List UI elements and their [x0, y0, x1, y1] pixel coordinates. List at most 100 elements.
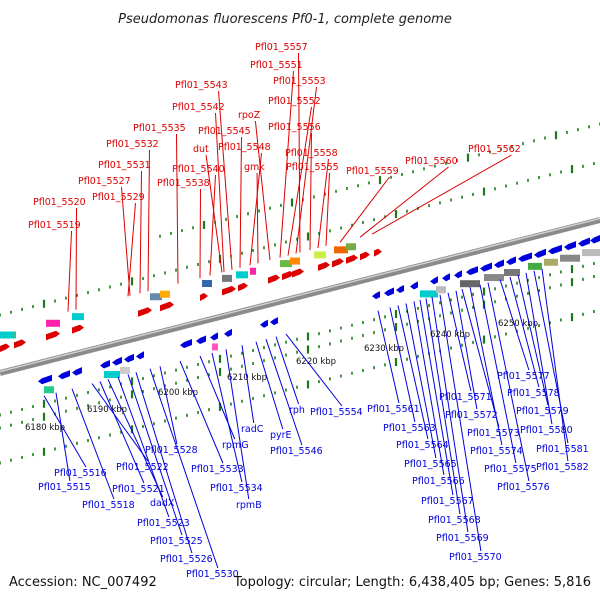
- forward-gene-arrow[interactable]: [282, 271, 294, 281]
- gene-label-forward[interactable]: dut: [193, 144, 209, 155]
- reverse-gene-arrow[interactable]: [506, 256, 516, 265]
- gene-label-reverse[interactable]: Pfl01_5582: [536, 462, 589, 473]
- gene-label-reverse[interactable]: Pfl01_5568: [428, 515, 481, 526]
- reverse-gene-arrow[interactable]: [410, 281, 418, 290]
- gene-label-forward[interactable]: Pfl01_5542: [172, 102, 225, 113]
- gene-label-reverse[interactable]: Pfl01_5571: [439, 392, 492, 403]
- gene-label-forward[interactable]: Pfl01_5538: [157, 178, 210, 189]
- forward-gene-arrow[interactable]: [268, 274, 280, 284]
- gene-label-forward[interactable]: Pfl01_5532: [106, 139, 159, 150]
- gene-label-reverse[interactable]: Pfl01_5518: [82, 500, 135, 511]
- reverse-gene-arrow[interactable]: [260, 319, 268, 328]
- gene-label-forward[interactable]: Pfl01_5531: [98, 160, 151, 171]
- cog-color-block[interactable]: [544, 258, 558, 266]
- gene-label-forward[interactable]: Pfl01_5557: [255, 42, 308, 53]
- cog-color-block[interactable]: [582, 249, 600, 257]
- reverse-gene-arrow[interactable]: [442, 273, 450, 282]
- gene-label-reverse[interactable]: Pfl01_5574: [470, 446, 523, 457]
- gene-label-reverse[interactable]: Pfl01_5530: [186, 569, 239, 580]
- cog-color-block[interactable]: [280, 260, 292, 268]
- cog-color-block[interactable]: [314, 251, 326, 259]
- reverse-gene-arrow[interactable]: [38, 374, 52, 385]
- gene-label-reverse[interactable]: Pfl01_5581: [536, 444, 589, 455]
- gene-label-forward[interactable]: Pfl01_5552: [268, 96, 321, 107]
- cog-color-block[interactable]: [150, 293, 162, 301]
- gene-label-reverse[interactable]: Pfl01_5576: [497, 482, 550, 493]
- gene-label-forward[interactable]: Pfl01_5558: [285, 148, 338, 159]
- forward-gene-arrow[interactable]: [374, 248, 382, 257]
- gene-features[interactable]: [0, 235, 600, 394]
- reverse-gene-arrow[interactable]: [58, 370, 70, 380]
- reverse-gene-arrow[interactable]: [384, 287, 394, 297]
- cog-color-block[interactable]: [560, 254, 580, 262]
- reverse-gene-arrow[interactable]: [564, 241, 576, 251]
- reverse-gene-arrow[interactable]: [72, 367, 82, 376]
- forward-gene-arrow[interactable]: [332, 258, 344, 268]
- cog-color-block[interactable]: [160, 290, 170, 298]
- gene-label-reverse[interactable]: Pfl01_5567: [421, 496, 474, 507]
- gene-label-forward[interactable]: Pfl01_5529: [92, 192, 145, 203]
- reverse-gene-arrow[interactable]: [270, 317, 278, 326]
- forward-gene-arrow[interactable]: [318, 261, 330, 271]
- forward-gene-arrow[interactable]: [238, 282, 248, 292]
- gene-label-reverse[interactable]: dadX: [150, 498, 175, 509]
- gene-label-reverse[interactable]: radC: [241, 424, 264, 435]
- gene-label-forward[interactable]: Pfl01_5545: [198, 126, 251, 137]
- reverse-gene-arrow[interactable]: [124, 353, 134, 363]
- cog-color-block[interactable]: [104, 370, 120, 378]
- reverse-gene-arrow[interactable]: [112, 356, 122, 366]
- gene-label-forward[interactable]: Pfl01_5519: [28, 220, 81, 231]
- reverse-gene-arrow[interactable]: [548, 244, 562, 255]
- cog-color-block[interactable]: [236, 271, 248, 279]
- cog-color-block[interactable]: [0, 331, 14, 339]
- forward-gene-arrow[interactable]: [160, 301, 174, 312]
- gene-label-reverse[interactable]: pyrE: [270, 430, 292, 441]
- gene-label-reverse[interactable]: Pfl01_5573: [467, 428, 520, 439]
- forward-gene-arrow[interactable]: [222, 285, 236, 296]
- reverse-gene-arrow[interactable]: [518, 252, 532, 262]
- gene-label-reverse[interactable]: Pfl01_5515: [38, 482, 91, 493]
- cog-color-block[interactable]: [250, 267, 256, 275]
- reverse-gene-arrow[interactable]: [196, 335, 206, 345]
- gene-label-reverse[interactable]: Pfl01_5516: [54, 468, 107, 479]
- gene-label-reverse[interactable]: Pfl01_5525: [150, 536, 203, 547]
- gene-label-forward[interactable]: Pfl01_5551: [250, 60, 303, 71]
- cog-color-block[interactable]: [420, 290, 438, 298]
- cog-color-block[interactable]: [484, 274, 504, 282]
- forward-gene-arrow[interactable]: [72, 324, 84, 334]
- gene-label-reverse[interactable]: Pfl01_5554: [310, 407, 363, 418]
- reverse-gene-arrow[interactable]: [494, 259, 504, 269]
- reverse-gene-arrow[interactable]: [454, 270, 462, 279]
- reverse-gene-arrow[interactable]: [578, 237, 590, 247]
- reverse-gene-arrow[interactable]: [210, 332, 218, 341]
- gene-label-reverse[interactable]: Pfl01_5565: [404, 459, 457, 470]
- gene-label-reverse[interactable]: Pfl01_5561: [367, 404, 420, 415]
- gene-label-reverse[interactable]: Pfl01_5533: [191, 464, 244, 475]
- forward-gene-arrow[interactable]: [346, 254, 358, 264]
- gene-label-forward[interactable]: rpoZ: [238, 110, 261, 121]
- gene-label-forward[interactable]: Pfl01_5562: [468, 144, 521, 155]
- cog-color-block[interactable]: [212, 343, 218, 351]
- gene-label-reverse[interactable]: rph: [289, 405, 305, 416]
- cog-color-block[interactable]: [222, 274, 232, 282]
- reverse-gene-arrow[interactable]: [180, 339, 192, 349]
- reverse-gene-arrow[interactable]: [372, 291, 380, 300]
- cog-color-block[interactable]: [334, 246, 348, 254]
- forward-gene-arrow[interactable]: [360, 251, 370, 261]
- forward-gene-arrow[interactable]: [200, 292, 208, 301]
- reverse-gene-arrow[interactable]: [466, 266, 478, 276]
- gene-label-forward[interactable]: Pfl01_5560: [405, 156, 458, 167]
- forward-gene-arrow[interactable]: [138, 307, 152, 317]
- gene-label-forward[interactable]: Pfl01_5556: [268, 122, 321, 133]
- gene-label-reverse[interactable]: Pfl01_5572: [445, 410, 498, 421]
- gene-label-forward[interactable]: Pfl01_5520: [33, 197, 86, 208]
- cog-color-block[interactable]: [290, 257, 300, 265]
- cog-color-block[interactable]: [44, 386, 54, 394]
- gene-label-forward[interactable]: Pfl01_5553: [273, 76, 326, 87]
- gene-label-reverse[interactable]: Pfl01_5546: [270, 446, 323, 457]
- gene-label-reverse[interactable]: Pfl01_5523: [137, 518, 190, 529]
- forward-gene-arrow[interactable]: [14, 339, 26, 349]
- cog-color-block[interactable]: [46, 319, 60, 327]
- gene-labels[interactable]: Pfl01_5519 Pfl01_5520 Pfl01_5529 Pfl01_5527…: [28, 42, 589, 580]
- reverse-gene-arrow[interactable]: [224, 328, 232, 337]
